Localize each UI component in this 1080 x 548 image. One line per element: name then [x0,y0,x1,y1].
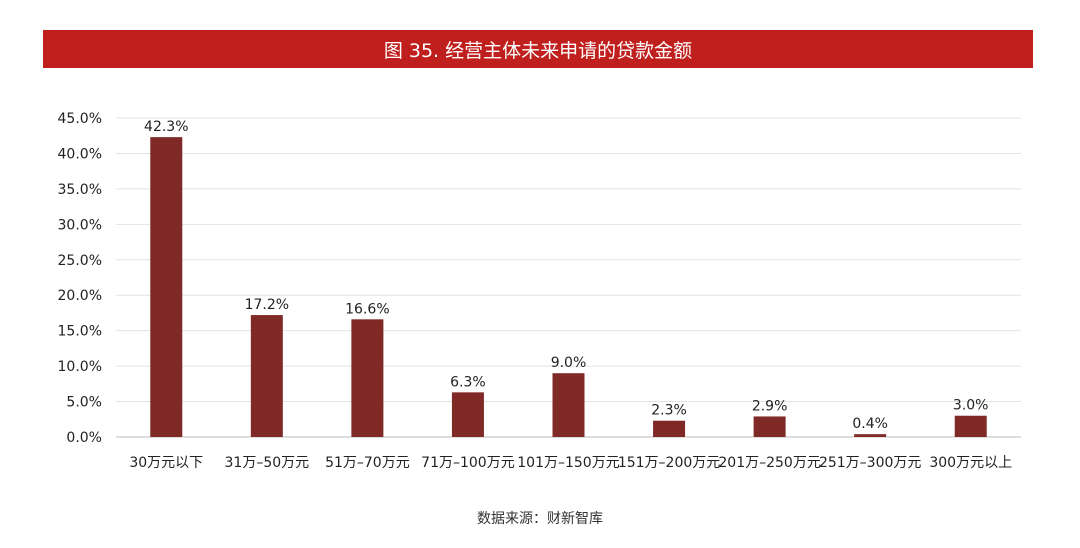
bar [954,415,987,437]
data-label: 17.2% [245,297,289,313]
bar [250,315,283,437]
bar [854,434,887,437]
data-label: 2.9% [752,398,788,414]
y-tick-label: 40.0% [58,146,102,162]
y-tick-label: 5.0% [66,395,102,411]
data-label: 3.0% [953,398,989,414]
bar [653,420,686,437]
data-label: 16.6% [345,301,389,317]
y-tick-label: 25.0% [58,253,102,269]
x-category-label: 300万元以上 [929,455,1012,471]
bar [351,319,384,437]
y-tick-label: 30.0% [58,217,102,233]
x-category-label: 51万–70万元 [325,455,410,471]
data-source-note: 数据来源：财新智库 [477,511,603,527]
x-category-label: 151万–200万元 [618,455,720,471]
data-label: 9.0% [551,355,587,371]
y-tick-label: 20.0% [58,288,102,304]
y-tick-label: 45.0% [58,111,102,127]
bar [753,416,786,437]
data-label: 0.4% [852,416,888,432]
y-tick-label: 15.0% [58,324,102,340]
x-category-label: 31万–50万元 [225,455,310,471]
x-category-label: 71万–100万元 [421,455,515,471]
bar [552,373,585,437]
data-label: 2.3% [651,403,687,419]
x-category-label: 101万–150万元 [517,455,619,471]
y-tick-label: 0.0% [66,430,102,446]
x-category-label: 251万–300万元 [819,455,921,471]
x-category-label: 201万–250万元 [718,455,820,471]
bar [451,392,484,437]
bar [150,137,183,437]
chart-title: 图 35. 经营主体未来申请的贷款金额 [383,39,693,62]
data-label: 42.3% [144,119,188,135]
y-tick-label: 10.0% [58,359,102,375]
x-category-label: 30万元以下 [129,455,203,471]
y-tick-label: 35.0% [58,182,102,198]
chart-title-banner: 图 35. 经营主体未来申请的贷款金额 [43,30,1033,68]
data-label: 6.3% [450,374,486,390]
